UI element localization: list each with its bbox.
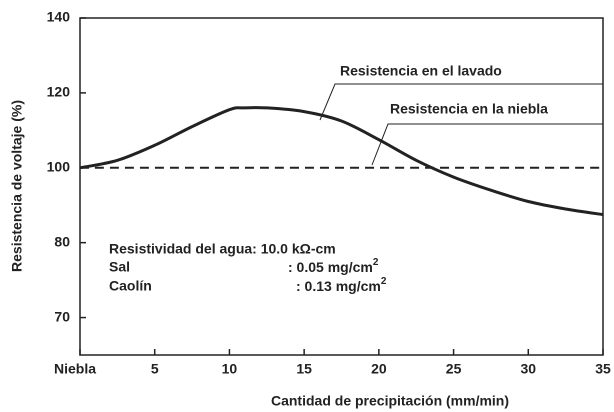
leader-line: [319, 83, 603, 121]
annotation: Caolín: [109, 278, 152, 294]
x-tick-label: 30: [520, 361, 536, 377]
y-tick-label: 100: [47, 158, 71, 174]
y-tick-label: 70: [54, 308, 70, 324]
x-tick-label: Niebla: [54, 361, 96, 377]
superscript: 2: [373, 257, 379, 268]
annotation: : 0.05 mg/cm2: [288, 257, 379, 275]
x-tick-label: 35: [595, 361, 611, 377]
annotation-text: : 0.13 mg/cm: [296, 278, 381, 294]
annotation-text: : 0.05 mg/cm: [288, 259, 373, 275]
superscript: 2: [381, 276, 387, 287]
series-line: [79, 106, 604, 217]
annotation: : 0.13 mg/cm2: [296, 276, 387, 294]
x-tick-label: 25: [446, 361, 462, 377]
y-tick-label: 120: [47, 84, 71, 100]
y-tick-label: 140: [47, 9, 71, 25]
series-label: Resistencia en el lavado: [340, 63, 502, 79]
x-axis-label: Cantidad de precipitación (mm/min): [271, 393, 509, 409]
annotation: Sal: [109, 259, 130, 275]
y-axis-label: Resistencia de voltaje (%): [9, 100, 25, 272]
annotation: Resistividad del agua: 10.0 kΩ-cm: [109, 241, 336, 257]
x-tick-label: 10: [222, 361, 238, 377]
plot-frame: [79, 17, 604, 356]
x-tick-label: 20: [371, 361, 387, 377]
x-tick-label: 5: [151, 361, 159, 377]
x-tick-label: 15: [296, 361, 312, 377]
y-tick-label: 80: [54, 233, 70, 249]
leader-line: [371, 123, 603, 166]
series-label: Resistencia en la niebla: [390, 101, 548, 117]
